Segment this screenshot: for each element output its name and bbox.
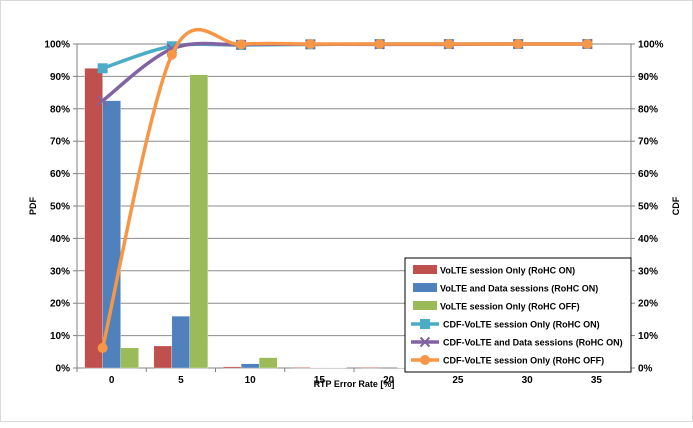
cdf-marker: [583, 40, 592, 49]
y-tick-label: 100%: [44, 40, 70, 51]
y-tick-label: 80%: [50, 104, 70, 115]
y-tick-label: 0%: [56, 364, 71, 375]
y2-tick-label: 70%: [638, 137, 658, 148]
y2-tick-label: 80%: [638, 104, 658, 115]
cdf-marker: [514, 40, 523, 49]
cdf-marker: [421, 356, 430, 365]
y2-tick-label: 30%: [638, 266, 658, 277]
bar: [121, 348, 139, 368]
cdf-marker: [237, 40, 246, 49]
y2-tick-label: 0%: [638, 364, 653, 375]
bar: [223, 367, 241, 368]
x-tick-label: 25: [452, 375, 464, 386]
bar: [154, 346, 172, 368]
y-tick-label: 70%: [50, 137, 70, 148]
y2-tick-label: 100%: [638, 40, 664, 51]
y2-tick-label: 60%: [638, 169, 658, 180]
legend-swatch: [413, 265, 437, 274]
legend-swatch: [413, 283, 437, 292]
bar: [85, 68, 103, 368]
cdf-marker: [375, 40, 384, 49]
y2-axis-title: CDF: [671, 196, 681, 215]
cdf-marker: [444, 40, 453, 49]
legend-swatch: [413, 301, 437, 310]
y-tick-label: 40%: [50, 234, 70, 245]
y-tick-label: 50%: [50, 202, 70, 213]
x-tick-label: 5: [178, 375, 184, 386]
x-tick-label: 35: [591, 375, 603, 386]
bar: [362, 367, 380, 368]
x-axis-title: RTP Error Rate [%]: [314, 379, 395, 389]
y-tick-label: 10%: [50, 331, 70, 342]
cdf-marker: [98, 64, 107, 73]
y-tick-label: 90%: [50, 72, 70, 83]
cdf-marker: [98, 343, 107, 352]
x-tick-label: 0: [109, 375, 115, 386]
bar: [190, 75, 208, 368]
y-tick-label: 20%: [50, 299, 70, 310]
x-tick-label: 10: [245, 375, 257, 386]
legend-label: CDF-VoLTE and Data sessions (RoHC ON): [443, 338, 623, 348]
cdf-marker: [421, 320, 430, 329]
cdf-marker: [306, 40, 315, 49]
bar: [241, 364, 259, 368]
y2-tick-label: 50%: [638, 202, 658, 213]
y-axis-title: PDF: [28, 196, 38, 215]
legend-label: VoLTE session Only (RoHC ON): [440, 266, 575, 276]
bar: [292, 367, 310, 368]
bar: [259, 358, 277, 368]
legend-label: VoLTE and Data sessions (RoHC ON): [440, 284, 598, 294]
x-tick-label: 30: [522, 375, 534, 386]
y-tick-label: 60%: [50, 169, 70, 180]
legend-label: CDF-VoLTE session Only (RoHC ON): [443, 320, 600, 330]
y2-tick-label: 20%: [638, 299, 658, 310]
legend-label: VoLTE session Only (RoHC OFF): [440, 302, 580, 312]
y2-tick-label: 90%: [638, 72, 658, 83]
legend-label: CDF-VoLTE session Only (RoHC OFF): [443, 356, 604, 366]
bar: [172, 316, 190, 368]
y2-tick-label: 40%: [638, 234, 658, 245]
cdf-marker: [167, 50, 176, 59]
y-tick-label: 30%: [50, 266, 70, 277]
y2-tick-label: 10%: [638, 331, 658, 342]
